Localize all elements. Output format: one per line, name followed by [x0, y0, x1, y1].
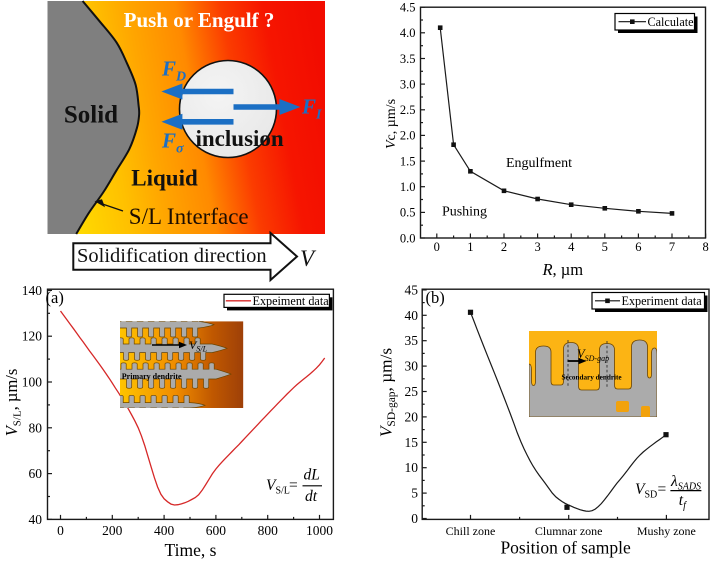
svg-text:5: 5 — [602, 240, 608, 254]
svg-text:3.5: 3.5 — [400, 52, 416, 66]
svg-text:VSD: VSD — [635, 481, 657, 501]
svg-text:Experiment data: Experiment data — [622, 294, 703, 308]
svg-text:10: 10 — [405, 460, 419, 475]
svg-text:80: 80 — [29, 420, 43, 435]
svg-text:S/L Interface: S/L Interface — [129, 204, 249, 229]
svg-text:4.5: 4.5 — [400, 1, 416, 15]
svg-text:Pushing: Pushing — [442, 205, 487, 220]
svg-text:dL: dL — [304, 467, 320, 484]
svg-text:600: 600 — [206, 523, 227, 538]
svg-text:8: 8 — [702, 240, 708, 254]
svg-text:40: 40 — [405, 308, 419, 323]
svg-text:0.5: 0.5 — [400, 206, 416, 220]
svg-text:6: 6 — [635, 240, 641, 254]
svg-text:VSD-gap, µm/s: VSD-gap, µm/s — [377, 348, 399, 438]
svg-text:1: 1 — [467, 240, 473, 254]
svg-text:Mushy zone: Mushy zone — [637, 524, 696, 538]
svg-text:Solid: Solid — [64, 102, 118, 129]
svg-text:7: 7 — [669, 240, 675, 254]
svg-text:=: = — [658, 481, 667, 498]
svg-text:Position of sample: Position of sample — [500, 538, 631, 558]
svg-text:60: 60 — [29, 466, 43, 481]
svg-text:0.0: 0.0 — [400, 231, 416, 245]
svg-text:(b): (b) — [426, 288, 445, 307]
svg-text:Time, s: Time, s — [165, 540, 217, 560]
svg-text:Primary dendrite: Primary dendrite — [122, 372, 182, 381]
svg-text:100: 100 — [22, 375, 43, 390]
svg-text:Chill zone: Chill zone — [446, 524, 496, 538]
svg-text:dt: dt — [305, 488, 318, 505]
svg-text:λSADS: λSADS — [670, 473, 701, 493]
svg-text:30: 30 — [405, 359, 419, 374]
svg-text:200: 200 — [102, 523, 123, 538]
svg-text:45: 45 — [405, 282, 419, 297]
svg-text:R, µm: R, µm — [541, 260, 583, 279]
svg-text:Calculate: Calculate — [648, 15, 694, 29]
svg-text:5: 5 — [411, 486, 418, 501]
svg-text:VS/L, µm/s: VS/L, µm/s — [2, 369, 24, 437]
svg-text:1000: 1000 — [306, 523, 333, 538]
svg-text:inclusion: inclusion — [196, 126, 284, 151]
svg-text:(a): (a) — [46, 288, 64, 307]
svg-text:800: 800 — [258, 523, 279, 538]
svg-text:0: 0 — [434, 240, 440, 254]
svg-text:140: 140 — [22, 283, 43, 298]
svg-text:tf: tf — [679, 492, 687, 512]
svg-text:4.0: 4.0 — [400, 26, 416, 40]
svg-text:=: = — [289, 477, 298, 494]
svg-text:Clumnar zone: Clumnar zone — [535, 524, 603, 538]
svg-text:VS/L: VS/L — [266, 477, 290, 497]
svg-text:Liquid: Liquid — [131, 166, 198, 191]
svg-text:25: 25 — [405, 384, 419, 399]
svg-text:1.5: 1.5 — [400, 154, 416, 168]
svg-text:3.0: 3.0 — [400, 77, 416, 91]
svg-text:35: 35 — [405, 333, 419, 348]
svg-text:Push or Engulf ?: Push or Engulf ? — [124, 8, 275, 32]
svg-text:2.5: 2.5 — [400, 103, 416, 117]
svg-text:Secondary dendrite: Secondary dendrite — [562, 374, 622, 382]
svg-text:120: 120 — [22, 329, 43, 344]
svg-text:0: 0 — [57, 523, 64, 538]
svg-text:2.0: 2.0 — [400, 129, 416, 143]
svg-text:Vc, µm/s: Vc, µm/s — [384, 99, 399, 149]
svg-text:Solidification direction: Solidification direction — [77, 245, 267, 267]
svg-text:400: 400 — [154, 523, 175, 538]
svg-text:V: V — [300, 246, 317, 271]
svg-text:2: 2 — [501, 240, 507, 254]
svg-text:4: 4 — [568, 240, 575, 254]
svg-text:20: 20 — [405, 409, 419, 424]
svg-text:0: 0 — [411, 511, 418, 526]
svg-text:1.0: 1.0 — [400, 180, 416, 194]
svg-text:40: 40 — [29, 512, 43, 527]
svg-text:3: 3 — [534, 240, 540, 254]
svg-text:15: 15 — [405, 435, 419, 450]
svg-text:Engulfment: Engulfment — [506, 156, 572, 171]
svg-text:Expeiment data: Expeiment data — [253, 294, 330, 308]
